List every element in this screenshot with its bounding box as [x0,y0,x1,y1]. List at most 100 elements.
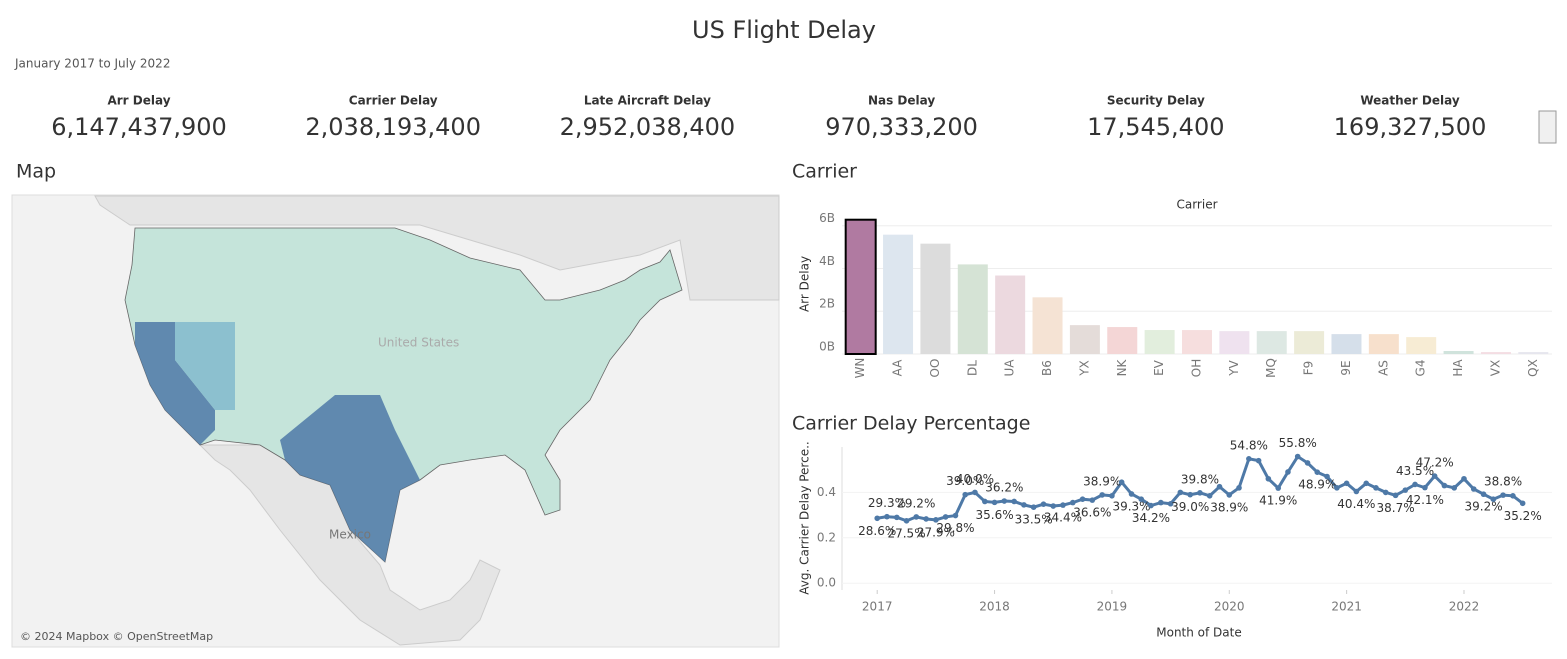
map[interactable]: United States Mexico © 2024 Mapbox © Ope… [11,194,780,648]
data-label: 47.2% [1416,456,1454,470]
point [972,489,978,496]
data-label: 28.6% [858,524,896,538]
data-label: 34.4% [1044,511,1082,525]
section-title: Carrier Delay Percentage [792,413,1030,435]
point [1040,501,1047,508]
data-label: 36.6% [1073,506,1111,520]
bar [1368,334,1399,354]
data-label: 27.9% [917,525,955,539]
data-label: 34.2% [1132,511,1170,525]
data-label: 40.4% [1337,497,1375,511]
point [991,499,998,506]
x-tick-label: 2019 [1097,600,1128,614]
data-label: 38.7% [1377,501,1415,515]
x-tick-label: AS [1376,360,1390,376]
bar [1069,325,1100,354]
bar [920,243,951,354]
bar [1032,297,1063,354]
kpi-row: Arr Delay 6,147,437,900 Carrier Delay 2,038… [51,94,1486,142]
point [1255,457,1262,464]
x-tick-label: 2021 [1331,600,1362,614]
point [923,516,929,522]
section-title: Carrier [792,161,857,183]
map-label: United States [378,336,459,350]
point [952,512,959,519]
point [1519,500,1526,507]
point [1118,479,1125,485]
data-label: 35.6% [975,508,1013,522]
bar [1406,337,1437,354]
data-label: 39.0% [1171,500,1209,514]
data-label: 29.8% [936,521,974,535]
bar [1219,331,1250,354]
data-label: 38.8% [1484,475,1522,489]
point [1461,475,1467,482]
y-tick-label: 0.4 [817,485,836,499]
kpi-label: Carrier Delay [349,94,438,108]
chart-title: Carrier [1176,198,1217,212]
point [1275,485,1282,491]
bar [1294,331,1325,354]
point [1148,502,1154,509]
point [1490,496,1497,503]
data-label: 43.5% [1396,464,1434,478]
x-tick-label: 2020 [1214,600,1245,614]
y-axis-title: Arr Delay [798,256,812,312]
data-label: 38.9% [1210,500,1248,514]
bar [844,218,877,355]
x-tick-label: 2022 [1449,600,1480,614]
point [1236,485,1242,491]
data-label: 36.2% [985,481,1023,495]
point [1265,475,1272,482]
x-tick-label: MQ [1264,358,1278,378]
kpi-value: 17,545,400 [1087,113,1224,141]
x-tick-label: QX [1526,359,1540,377]
kpi-value: 6,147,437,900 [51,113,227,141]
point [1510,493,1516,499]
point [903,517,910,524]
data-label: 54.8% [1230,438,1268,452]
point [1138,496,1145,503]
point [1353,488,1360,495]
kpi-value: 169,327,500 [1334,113,1487,141]
bar [1107,327,1138,354]
x-tick-label: UA [1003,359,1017,377]
point [1431,473,1438,479]
point [1314,469,1321,475]
point [1011,498,1017,505]
point [1167,500,1174,507]
point [1246,456,1252,462]
point [933,517,939,523]
point [1470,486,1477,492]
point [1343,480,1350,487]
point [1177,489,1184,496]
dashboard-subtitle: January 2017 to July 2022 [14,57,170,71]
point [1363,480,1370,487]
point [1451,485,1458,491]
y-tick-label: 6B [819,211,835,225]
point [1402,487,1409,493]
kpi-value: 2,038,193,400 [305,113,481,141]
x-tick-label: DL [965,360,979,376]
state-shape [175,322,235,410]
point [1109,493,1115,499]
point [1089,497,1096,503]
map-label: Mexico [329,528,371,542]
point [1294,453,1301,460]
point [1422,484,1428,491]
data-label: 55.8% [1279,436,1317,450]
united-states [124,227,683,563]
x-tick-label: 2017 [862,600,893,614]
kpi-label: Weather Delay [1360,94,1460,108]
dashboard-title: US Flight Delay [692,16,876,44]
point [1070,499,1076,506]
x-tick-label: WN [853,358,867,379]
point [1373,485,1379,491]
kpi-label: Late Aircraft Delay [584,94,711,108]
scroll-box[interactable] [1538,110,1557,144]
x-tick-label: EV [1152,359,1166,376]
bar [957,264,988,354]
point [1334,485,1340,491]
point [1158,499,1164,506]
